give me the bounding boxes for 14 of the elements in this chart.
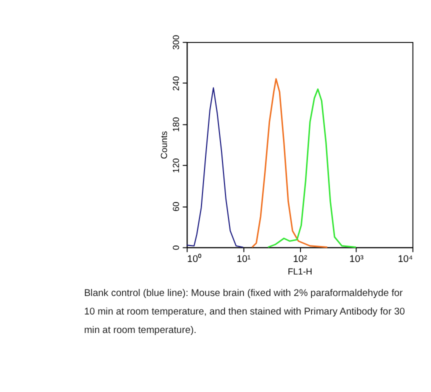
x-axis-title: FL1-H: [288, 266, 312, 276]
y-axis-title: Counts: [158, 130, 169, 160]
y-tick-label: 240: [171, 76, 182, 91]
y-tick-label: 300: [171, 34, 182, 50]
y-tick-label: 60: [171, 202, 182, 212]
x-tick-label: 10⁰: [187, 252, 202, 265]
x-tick-label: 10²: [292, 254, 308, 265]
x-tick-label: 10¹: [236, 254, 252, 265]
x-tick-label: 10³: [349, 254, 364, 265]
y-tick-label: 0: [171, 245, 182, 250]
y-tick-label: 180: [171, 117, 182, 132]
y-tick-label: 120: [171, 158, 182, 173]
text: Blank control (blue line): Mouse brain (fixed with 2% paraformaldehyde for 10 min at room temperature, and then stained with Primary Antibody for 30 min at room temperature).: [84, 288, 406, 336]
x-tick-label: 10⁴: [398, 254, 413, 265]
